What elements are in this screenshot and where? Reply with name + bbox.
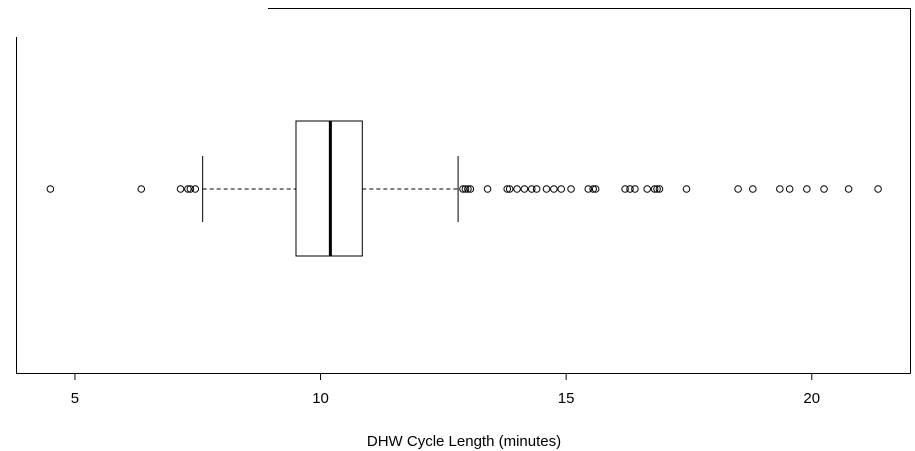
- outlier-point: [682, 185, 691, 193]
- outlier-point: [184, 185, 192, 193]
- outlier-point: [626, 185, 634, 193]
- outlier-point: [584, 185, 593, 193]
- x-tick-label: 10: [312, 390, 329, 407]
- outlier-point: [776, 185, 784, 193]
- outlier-point: [137, 185, 146, 193]
- plot-frame: [16, 8, 911, 374]
- outlier-point: [567, 185, 575, 193]
- outlier-point: [874, 185, 882, 193]
- outlier-point: [734, 185, 742, 193]
- outlier-point: [527, 185, 536, 193]
- x-axis-label: DHW Cycle Length (minutes): [367, 433, 561, 450]
- outlier-point: [557, 185, 566, 193]
- outlier-points: [46, 185, 882, 193]
- outlier-point: [820, 185, 828, 193]
- outlier-point: [459, 185, 467, 193]
- outlier-point: [532, 185, 541, 193]
- outlier-point: [191, 185, 200, 193]
- outlier-point: [550, 185, 558, 193]
- outlier-point: [643, 185, 652, 193]
- outlier-point: [520, 185, 529, 193]
- outlier-point: [461, 185, 470, 193]
- outlier-point: [186, 185, 195, 193]
- outlier-point: [503, 185, 512, 193]
- boxplot: [202, 120, 459, 257]
- x-tick-label: 20: [803, 390, 820, 407]
- outlier-point: [785, 185, 794, 193]
- outlier-point: [464, 185, 472, 193]
- outlier-point: [631, 185, 639, 193]
- outlier-point: [653, 185, 661, 193]
- outlier-point: [650, 185, 659, 193]
- outlier-point: [621, 185, 629, 193]
- outlier-point: [176, 185, 185, 193]
- outlier-point: [591, 185, 600, 193]
- x-axis: 5 10 15 20: [71, 373, 820, 407]
- outlier-point: [542, 185, 551, 193]
- outlier-point: [513, 185, 521, 193]
- outlier-point: [46, 185, 55, 193]
- outlier-point: [483, 185, 492, 193]
- outlier-point: [505, 185, 514, 193]
- outlier-point: [844, 185, 853, 193]
- outlier-point: [466, 185, 475, 193]
- outlier-point: [655, 185, 664, 193]
- outlier-point: [589, 185, 597, 193]
- x-tick-label: 15: [558, 390, 575, 407]
- x-tick-label: 5: [71, 390, 79, 407]
- outlier-point: [749, 185, 757, 193]
- outlier-point: [803, 185, 811, 193]
